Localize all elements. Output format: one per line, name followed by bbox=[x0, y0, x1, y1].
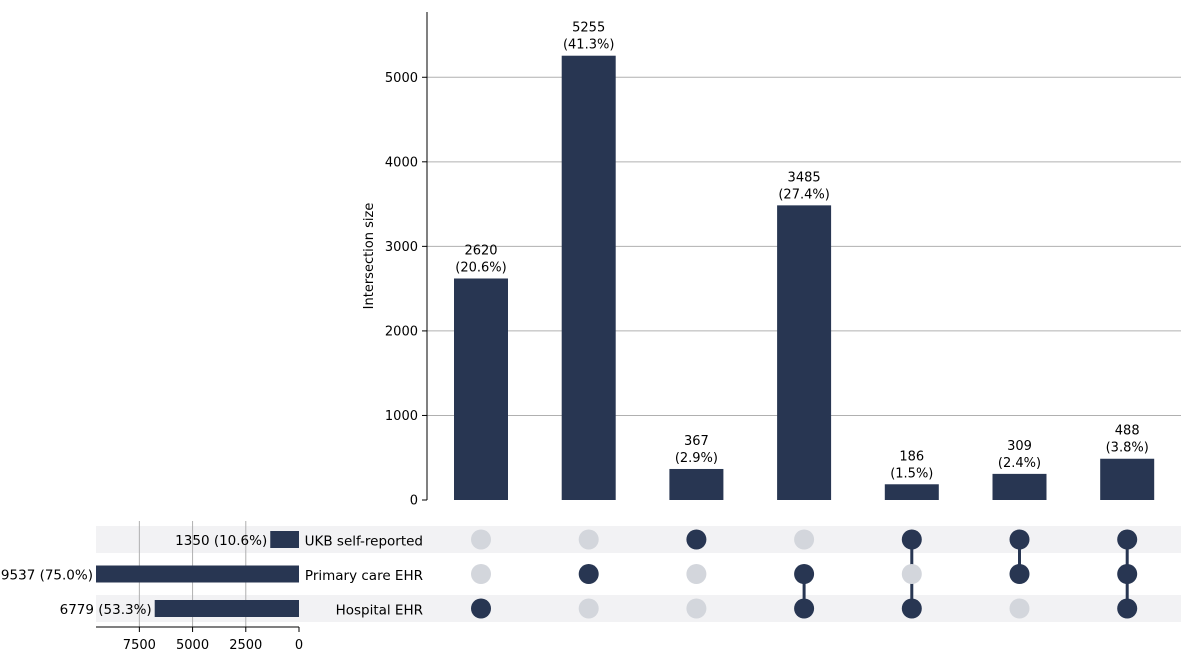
set-size-bar bbox=[154, 600, 299, 617]
bar-count-label: 367 bbox=[684, 434, 709, 449]
set-name-label: UKB self-reported bbox=[305, 534, 423, 550]
matrix-dot-inactive bbox=[471, 564, 491, 584]
y-tick-label: 1000 bbox=[385, 409, 418, 424]
matrix-dot-active bbox=[794, 564, 815, 584]
matrix-dot-inactive bbox=[794, 529, 815, 550]
bar-count-label: 2620 bbox=[464, 243, 497, 258]
y-tick-label: 3000 bbox=[385, 240, 418, 255]
intersection-bar bbox=[777, 205, 832, 501]
set-size-tick-label: 7500 bbox=[123, 638, 156, 651]
y-tick-label: 0 bbox=[410, 494, 418, 509]
matrix-dot-inactive bbox=[1009, 598, 1030, 619]
set-size-label: 1350 (10.6%) bbox=[175, 533, 267, 549]
intersection-bar bbox=[884, 484, 939, 500]
y-tick-label: 4000 bbox=[385, 155, 418, 170]
matrix-dot-inactive bbox=[901, 564, 922, 584]
bar-count-label: 5255 bbox=[572, 21, 605, 36]
matrix-dot-inactive bbox=[471, 529, 491, 550]
y-tick-label: 2000 bbox=[385, 324, 418, 339]
matrix-dot-active bbox=[471, 598, 491, 619]
matrix-dot-active bbox=[1117, 564, 1138, 584]
matrix-dot-inactive bbox=[686, 598, 707, 619]
matrix-dot-active bbox=[794, 598, 815, 619]
matrix-dot-active bbox=[578, 564, 599, 584]
matrix-dot-inactive bbox=[578, 529, 599, 550]
matrix-dot-active bbox=[1009, 564, 1030, 584]
bar-count-label: 488 bbox=[1115, 424, 1140, 439]
matrix-dot-active bbox=[686, 529, 707, 550]
bar-percent-label: (41.3%) bbox=[563, 38, 614, 53]
set-size-bar bbox=[96, 565, 299, 583]
y-tick-label: 5000 bbox=[385, 71, 418, 86]
matrix-dot-inactive bbox=[578, 598, 599, 619]
matrix-dot-active bbox=[1117, 529, 1138, 550]
set-size-bar bbox=[270, 531, 299, 548]
set-size-tick-label: 0 bbox=[295, 638, 303, 651]
bar-percent-label: (27.4%) bbox=[778, 187, 829, 202]
bar-count-label: 186 bbox=[899, 449, 924, 464]
matrix-dot-active bbox=[901, 529, 922, 550]
intersection-bar bbox=[1100, 458, 1155, 500]
set-size-tick-label: 2500 bbox=[229, 638, 262, 651]
set-name-label: Hospital EHR bbox=[336, 603, 423, 619]
y-axis-label: Intersection size bbox=[362, 203, 377, 310]
matrix-dot-active bbox=[901, 598, 922, 619]
bar-percent-label: (20.6%) bbox=[455, 260, 506, 275]
bar-percent-label: (1.5%) bbox=[890, 466, 933, 481]
bar-percent-label: (2.9%) bbox=[675, 451, 718, 466]
matrix-dot-active bbox=[1009, 529, 1030, 550]
matrix-dot-active bbox=[1117, 598, 1138, 619]
intersection-bar bbox=[561, 55, 616, 500]
bar-percent-label: (3.8%) bbox=[1106, 441, 1149, 456]
intersection-bar bbox=[992, 473, 1047, 500]
set-size-label: 6779 (53.3%) bbox=[60, 602, 152, 618]
matrix-dot-inactive bbox=[686, 564, 707, 584]
set-size-label: 9537 (75.0%) bbox=[1, 568, 93, 584]
bar-count-label: 309 bbox=[1007, 439, 1032, 454]
set-name-label: Primary care EHR bbox=[305, 568, 423, 584]
bar-percent-label: (2.4%) bbox=[998, 456, 1041, 471]
intersection-bar bbox=[454, 278, 508, 500]
intersection-bar bbox=[669, 468, 724, 500]
bar-count-label: 3485 bbox=[788, 170, 821, 185]
set-size-tick-label: 5000 bbox=[176, 638, 209, 651]
